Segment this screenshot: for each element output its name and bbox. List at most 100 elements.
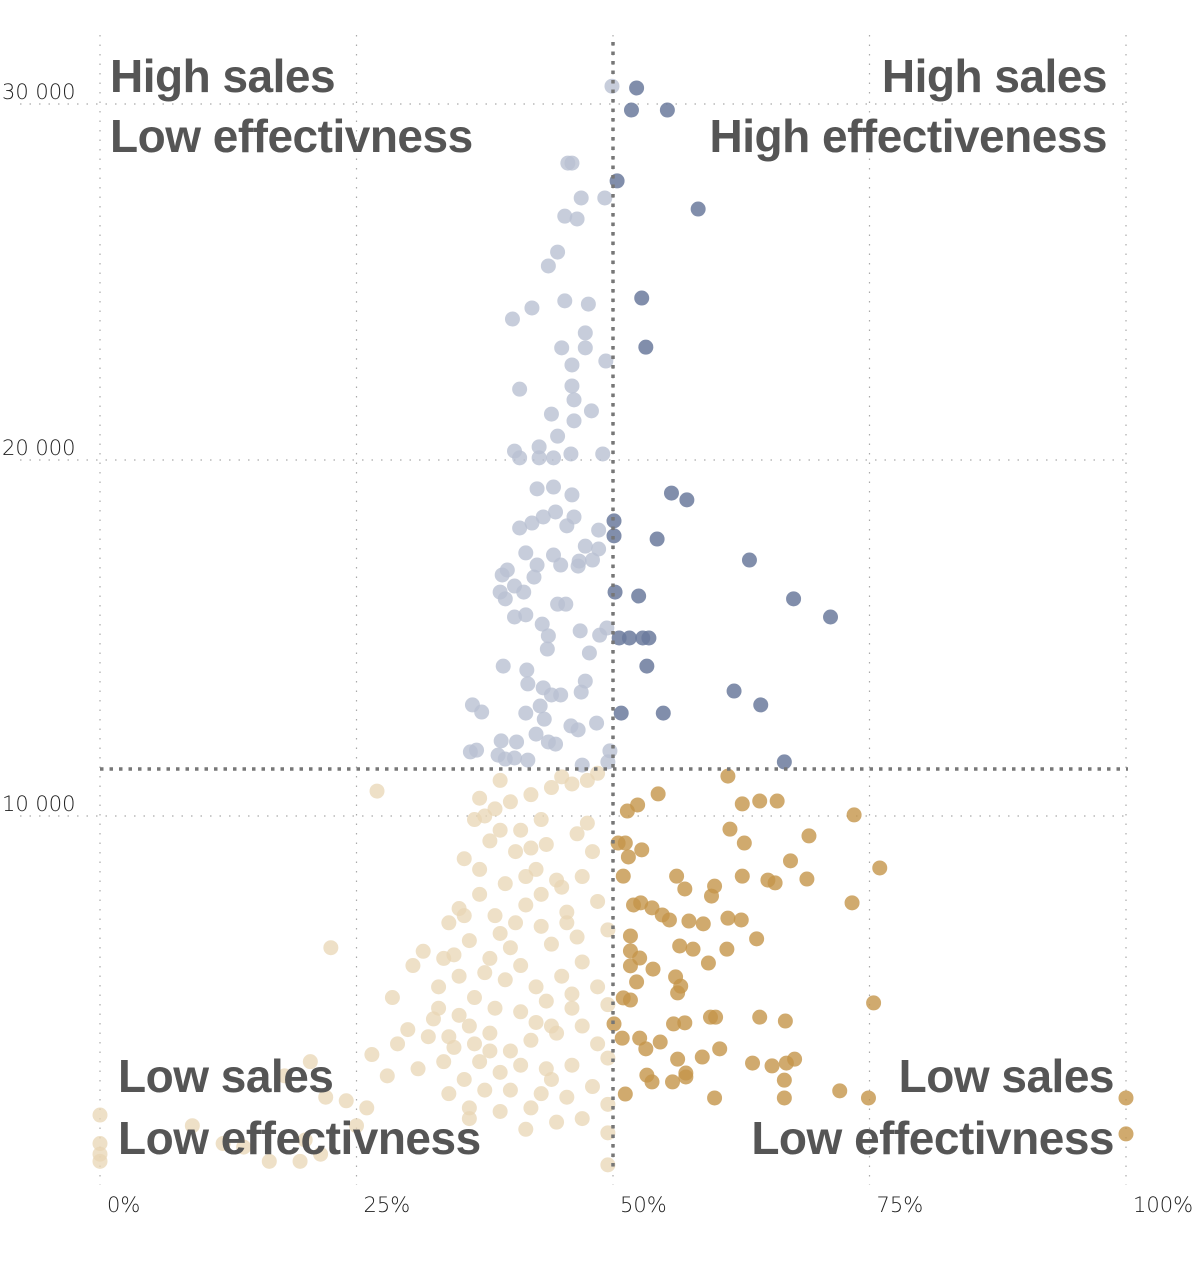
data-point bbox=[577, 673, 593, 689]
data-point bbox=[600, 1050, 616, 1066]
data-point bbox=[569, 826, 585, 842]
data-point bbox=[502, 940, 518, 956]
data-point bbox=[508, 915, 524, 931]
data-point bbox=[540, 258, 556, 274]
data-point bbox=[752, 1009, 768, 1025]
data-point bbox=[499, 562, 515, 578]
data-point bbox=[507, 609, 523, 625]
data-point bbox=[472, 861, 488, 877]
data-point bbox=[617, 1086, 633, 1102]
data-point bbox=[574, 1111, 590, 1127]
data-point bbox=[502, 1043, 518, 1059]
data-point bbox=[502, 794, 518, 810]
data-point bbox=[533, 918, 549, 934]
data-point bbox=[776, 754, 792, 770]
x-tick-label: 75% bbox=[877, 1193, 924, 1217]
data-point bbox=[482, 1025, 498, 1041]
quadrant-label-bottom-left-1: Low sales bbox=[118, 1050, 333, 1102]
axis-ticks: 0% 25% 50% 75% 100% 10 000 20 000 30 000 bbox=[2, 80, 1193, 1217]
data-point bbox=[860, 1090, 876, 1106]
data-point bbox=[832, 1083, 848, 1099]
data-point bbox=[846, 807, 862, 823]
data-point bbox=[574, 1018, 590, 1034]
data-point bbox=[591, 522, 607, 538]
data-point bbox=[469, 742, 485, 758]
data-point bbox=[529, 481, 545, 497]
data-point bbox=[559, 1089, 575, 1105]
data-point bbox=[92, 1136, 108, 1152]
data-point bbox=[741, 552, 757, 568]
y-tick-label: 10 000 bbox=[2, 792, 75, 816]
data-point bbox=[461, 933, 477, 949]
data-point bbox=[589, 715, 605, 731]
data-point bbox=[92, 1153, 108, 1169]
data-point bbox=[598, 353, 614, 369]
data-point bbox=[518, 869, 534, 885]
data-point bbox=[566, 392, 582, 408]
data-point bbox=[677, 881, 693, 897]
data-point bbox=[523, 787, 539, 803]
data-point bbox=[631, 588, 647, 604]
data-point bbox=[318, 1089, 334, 1105]
data-point bbox=[524, 515, 540, 531]
data-point bbox=[477, 1082, 493, 1098]
data-point bbox=[292, 1153, 308, 1169]
data-point bbox=[477, 965, 493, 981]
data-point bbox=[534, 616, 550, 632]
data-point bbox=[261, 1153, 277, 1169]
data-point bbox=[620, 849, 636, 865]
data-point bbox=[570, 722, 586, 738]
data-point bbox=[736, 835, 752, 851]
data-point bbox=[584, 1079, 600, 1095]
data-point bbox=[591, 541, 607, 557]
data-point bbox=[590, 765, 606, 781]
data-point bbox=[554, 879, 570, 895]
data-point bbox=[512, 381, 528, 397]
data-point bbox=[669, 868, 685, 884]
data-point bbox=[538, 993, 554, 1009]
data-point bbox=[456, 851, 472, 867]
data-point bbox=[425, 1011, 441, 1027]
data-point bbox=[630, 797, 646, 813]
data-point bbox=[461, 1100, 477, 1116]
data-point bbox=[277, 1068, 293, 1084]
data-point bbox=[451, 1007, 467, 1023]
data-point bbox=[531, 439, 547, 455]
data-point bbox=[604, 78, 620, 94]
data-point bbox=[638, 339, 654, 355]
data-point bbox=[629, 80, 645, 96]
data-point bbox=[695, 916, 711, 932]
quadrant-label-bottom-right-1: Low sales bbox=[899, 1050, 1114, 1102]
data-point bbox=[722, 821, 738, 837]
data-point bbox=[745, 1055, 761, 1071]
data-point bbox=[638, 1041, 654, 1057]
data-point bbox=[323, 940, 339, 956]
data-point bbox=[734, 868, 750, 884]
data-point bbox=[580, 296, 596, 312]
data-point bbox=[659, 102, 675, 118]
data-point bbox=[1118, 1126, 1134, 1142]
data-point bbox=[611, 630, 627, 646]
data-point bbox=[708, 1009, 724, 1025]
data-point bbox=[441, 1029, 457, 1045]
data-point bbox=[639, 658, 655, 674]
data-point bbox=[606, 528, 622, 544]
data-point bbox=[535, 509, 551, 525]
data-point bbox=[645, 961, 661, 977]
data-point bbox=[629, 974, 645, 990]
data-point bbox=[622, 992, 638, 1008]
data-point bbox=[512, 450, 528, 466]
data-point bbox=[497, 751, 513, 767]
data-point bbox=[482, 833, 498, 849]
quadrant-label-bottom-right-2: Low effectivness bbox=[751, 1112, 1114, 1164]
data-point bbox=[569, 929, 585, 945]
data-point bbox=[554, 769, 570, 785]
data-point bbox=[549, 1114, 565, 1130]
data-point bbox=[720, 768, 736, 784]
data-point bbox=[677, 1015, 693, 1031]
y-tick-label: 30 000 bbox=[2, 80, 75, 104]
data-point bbox=[518, 545, 534, 561]
data-point bbox=[577, 340, 593, 356]
data-point bbox=[384, 990, 400, 1006]
data-point bbox=[553, 557, 569, 573]
